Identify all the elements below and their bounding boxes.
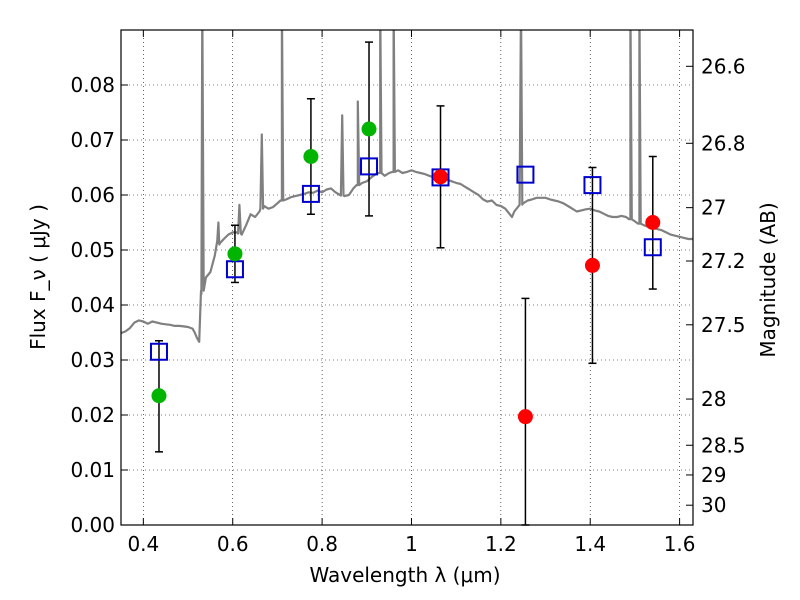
square-marker	[360, 157, 379, 176]
y-tick-label: 0.05	[70, 238, 115, 262]
tick-labels: 0.4 0.6 0.8 1 1.2 1.4 1.6 0.00 0.01 0.02 0.03 0.04 0…	[70, 54, 745, 556]
x-tick-label: 1	[405, 532, 418, 556]
x-tick-label: 1.6	[664, 532, 696, 556]
right-tick-label: 28	[701, 387, 726, 411]
x-tick-label: 0.8	[306, 532, 338, 556]
model-spectrum	[121, 30, 693, 343]
right-tick-label: 29	[701, 463, 726, 487]
x-tick-label: 0.4	[127, 532, 159, 556]
axis-ticks	[121, 30, 693, 526]
x-tick-label: 1.2	[485, 532, 517, 556]
x-tick-label: 0.6	[217, 532, 249, 556]
right-tick-label: 26.6	[701, 54, 746, 78]
y-tick-label: 0.07	[70, 128, 115, 152]
y-tick-label: 0.02	[70, 403, 115, 427]
y-tick-label: 0.00	[70, 513, 115, 537]
right-tick-label: 27.5	[701, 313, 746, 337]
circle-marker	[361, 121, 377, 137]
right-tick-label: 26.8	[701, 131, 746, 155]
y-tick-label: 0.03	[70, 348, 115, 372]
square-marker	[516, 165, 535, 184]
x-axis-title: Wavelength λ (μm)	[309, 563, 500, 587]
y-tick-label: 0.08	[70, 73, 115, 97]
spectrum-line	[121, 30, 693, 343]
square-marker	[643, 238, 662, 257]
y-tick-label: 0.04	[70, 293, 115, 317]
data-markers	[149, 121, 662, 425]
square-marker	[149, 342, 168, 361]
y-axis-title: Flux F_ν ( μJy )	[26, 204, 50, 350]
error-bars	[154, 41, 657, 526]
square-marker	[583, 176, 602, 195]
right-axis-title: Magnitude (AB)	[756, 202, 780, 357]
circle-marker	[584, 257, 600, 273]
circle-marker	[303, 149, 319, 164]
right-tick-label: 28.5	[701, 433, 746, 457]
circle-marker	[151, 388, 167, 404]
right-tick-label: 27	[701, 196, 726, 220]
circle-marker	[645, 215, 661, 230]
right-tick-label: 27.2	[701, 249, 746, 273]
right-tick-label: 30	[701, 493, 726, 517]
y-tick-label: 0.06	[70, 183, 115, 207]
square-marker	[301, 184, 320, 203]
y-tick-label: 0.01	[70, 458, 115, 482]
plot-frame	[120, 29, 694, 526]
x-tick-label: 1.4	[574, 532, 606, 556]
circle-marker	[433, 169, 449, 185]
circle-marker	[227, 246, 243, 262]
circle-marker	[517, 409, 533, 425]
